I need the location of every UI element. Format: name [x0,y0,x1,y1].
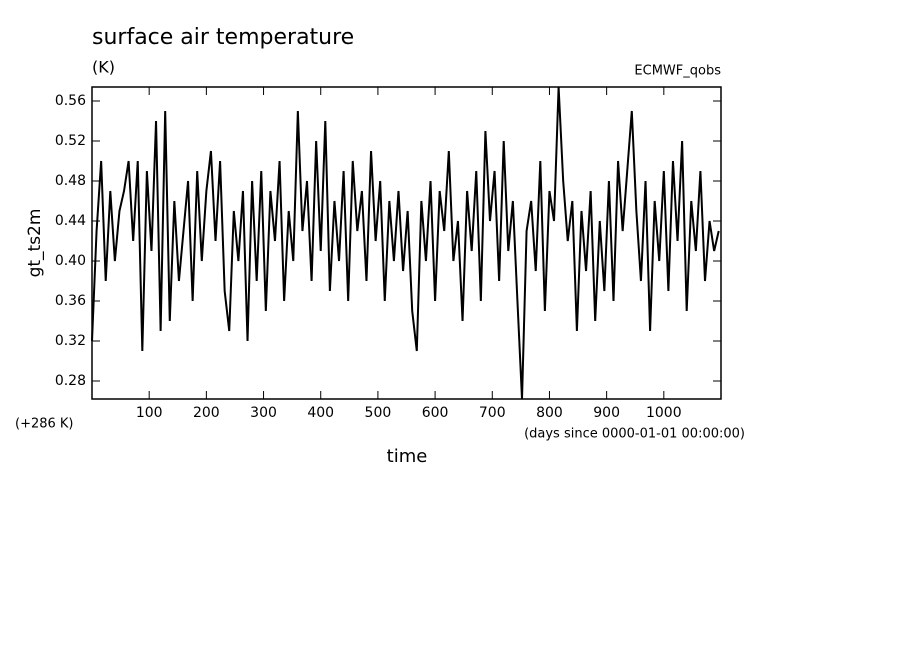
y-tick-label: 0.36 [55,293,86,309]
y-tick-label: 0.52 [55,133,86,149]
y-tick-label: 0.40 [55,253,86,269]
x-tick-label: 800 [536,405,563,421]
x-tick-label: 900 [593,405,620,421]
y-tick-label: 0.44 [55,213,86,229]
x-tick-label: 700 [479,405,506,421]
x-tick-label: 200 [193,405,220,421]
x-tick-label: 400 [307,405,334,421]
x-tick-label: 100 [136,405,163,421]
x-tick-label: 300 [250,405,277,421]
x-axis-label: time [387,446,428,467]
y-tick-label: 0.28 [55,373,86,389]
y-tick-label: 0.48 [55,173,86,189]
data-line [91,86,720,400]
plot-frame [91,86,722,400]
y-offset-label: (+286 K) [15,417,74,432]
x-tick-label: 500 [365,405,392,421]
chart-title: surface air temperature [92,25,354,50]
source: ECMWF_qobs [634,64,721,79]
x-tick-label: 1000 [646,405,682,421]
y-axis-label: gt_ts2m [25,209,45,278]
y-tick-label: 0.56 [55,93,86,109]
units: (K) [92,58,115,77]
y-tick-label: 0.32 [55,333,86,349]
x-units-label: (days since 0000-01-01 00:00:00) [524,427,745,442]
x-tick-label: 600 [422,405,449,421]
